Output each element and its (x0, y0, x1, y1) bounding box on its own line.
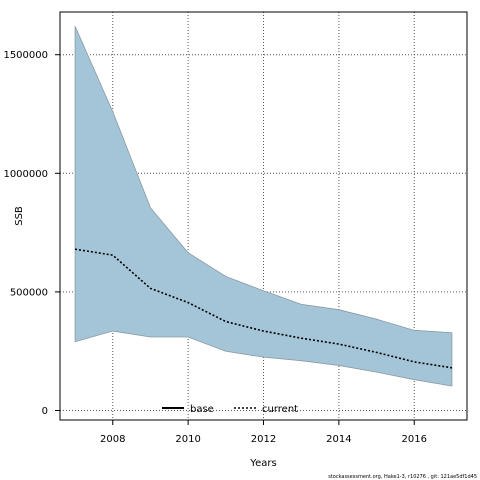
y-axis: 0 500000 1000000 1500000 (3, 50, 60, 417)
confidence-band (74, 26, 453, 387)
legend: base current (162, 404, 298, 415)
y-axis-title: SSB (14, 206, 25, 226)
legend-label-current: current (262, 404, 298, 415)
series-layer (74, 248, 453, 369)
x-tick-label: 2014 (326, 434, 351, 445)
y-tick-label: 1000000 (3, 169, 48, 180)
x-tick-label: 2012 (251, 434, 276, 445)
y-tick-label: 1500000 (3, 50, 48, 61)
legend-label-base: base (190, 404, 214, 415)
x-tick-label: 2008 (100, 434, 125, 445)
y-tick-label: 0 (42, 406, 48, 417)
x-tick-label: 2010 (175, 434, 200, 445)
y-tick-label: 500000 (10, 287, 48, 298)
series-line-current (74, 248, 453, 369)
footnote: stockassessment.org, Hake1-3, r10276 , g… (328, 474, 477, 480)
confidence-band-layer (74, 26, 453, 387)
x-tick-label: 2016 (402, 434, 427, 445)
x-axis-title: Years (249, 458, 276, 469)
x-axis: 2008 2010 2012 2014 2016 (100, 420, 427, 445)
